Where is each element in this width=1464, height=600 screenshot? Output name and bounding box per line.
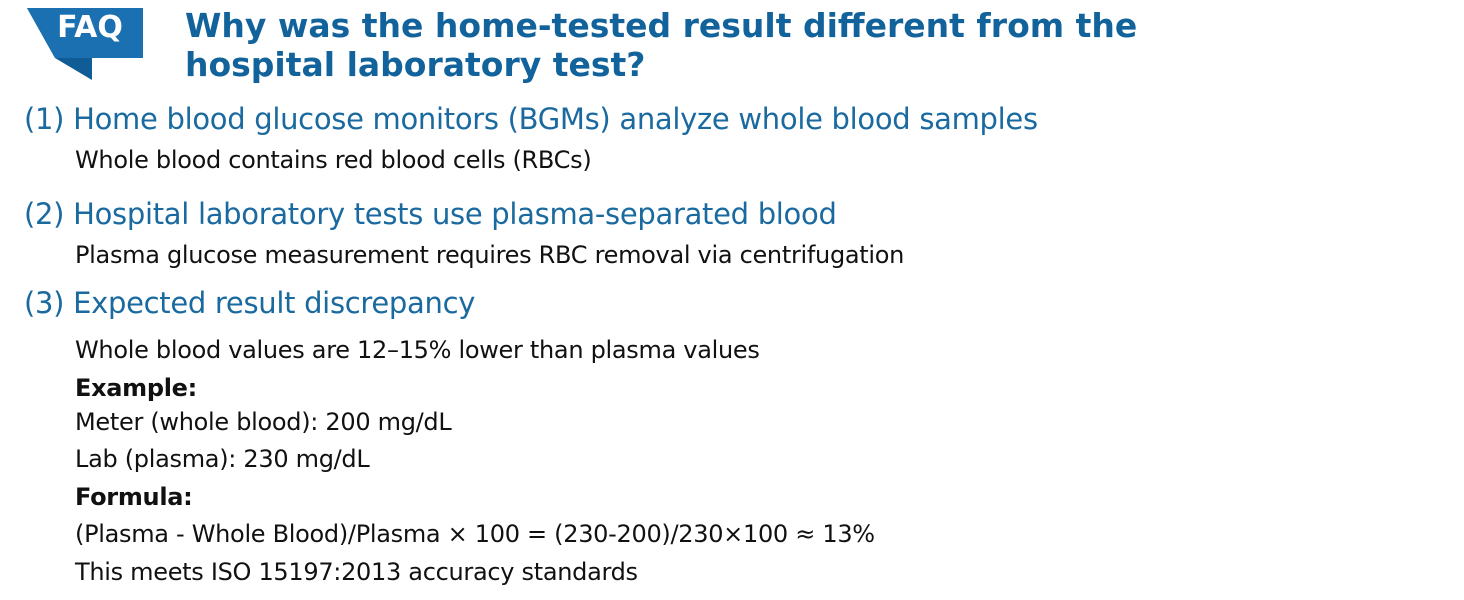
formula-line: (Plasma - Whole Blood)/Plasma × 100 = (2… [75,520,875,548]
example-line: Meter (whole blood): 200 mg/dL [75,408,452,436]
body-line: Plasma glucose measurement requires RBC … [75,241,905,269]
body-line: Whole blood values are 12–15% lower than… [75,336,760,364]
example-line: Lab (plasma): 230 mg/dL [75,445,370,473]
example-label: Example: [75,374,197,402]
formula-line: This meets ISO 15197:2013 accuracy stand… [75,558,638,586]
faq-badge: FAQ [57,10,123,45]
heading: (2) Hospital laboratory tests use plasma… [24,197,837,231]
heading: (3) Expected result discrepancy [24,286,476,320]
title: Why was the home-tested result different… [185,6,1138,84]
faq-badge-shape [27,8,143,80]
body-line: Whole blood contains red blood cells (RB… [75,146,592,174]
heading: (1) Home blood glucose monitors (BGMs) a… [24,102,1038,136]
formula-label: Formula: [75,483,193,511]
